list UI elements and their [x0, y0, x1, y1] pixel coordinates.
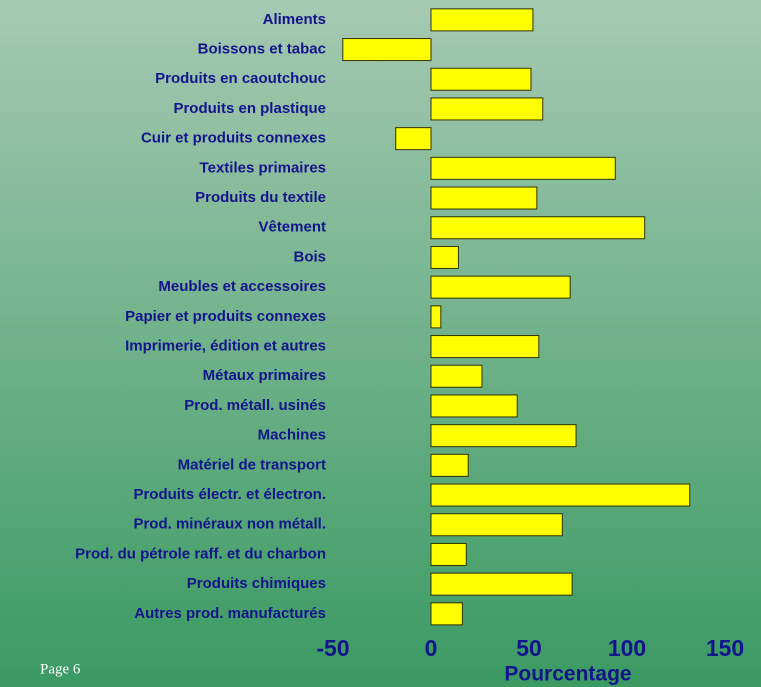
bar [430, 335, 540, 359]
y-tick-label: Produits en plastique [173, 100, 326, 117]
bar [430, 186, 538, 210]
bar [430, 275, 571, 299]
bar [430, 245, 459, 269]
y-tick-label: Matériel de transport [178, 456, 326, 473]
bar [430, 156, 616, 180]
page-footer: Page 6 [40, 661, 81, 677]
y-tick-label: Machines [258, 427, 326, 444]
bar [430, 424, 577, 448]
y-tick-label: Autres prod. manufacturés [134, 605, 326, 622]
y-tick-label: Cuir et produits connexes [141, 130, 326, 147]
y-tick-label: Produits chimiques [187, 575, 326, 592]
x-tick-label: 0 [425, 635, 438, 661]
x-tick-label: 50 [516, 635, 542, 661]
bar [430, 513, 563, 537]
bar [430, 453, 469, 477]
y-tick-label: Prod. du pétrole raff. et du charbon [75, 545, 326, 562]
y-tick-label: Produits du textile [195, 189, 326, 206]
bar [395, 127, 432, 151]
bar [430, 216, 646, 240]
bar [430, 67, 532, 91]
y-tick-label: Aliments [263, 11, 326, 28]
y-tick-label: Meubles et accessoires [158, 278, 326, 295]
x-tick-label: -50 [316, 635, 349, 661]
y-tick-label: Imprimerie, édition et autres [125, 338, 326, 355]
y-tick-label: Prod. métall. usinés [184, 397, 326, 414]
bar [430, 97, 544, 121]
y-tick-label: Boissons et tabac [198, 41, 326, 58]
bar [342, 38, 432, 62]
y-tick-label: Prod. minéraux non métall. [133, 516, 326, 533]
y-tick-label: Produits électr. et électron. [133, 486, 326, 503]
bar [430, 483, 691, 507]
y-tick-label: Produits en caoutchouc [155, 70, 326, 87]
x-axis-label: Pourcentage [504, 663, 631, 686]
x-tick-label: 100 [608, 635, 646, 661]
y-tick-label: Bois [293, 248, 326, 265]
bar [430, 305, 442, 329]
bar [430, 364, 483, 388]
y-tick-label: Métaux primaires [203, 367, 326, 384]
y-tick-label: Vêtement [258, 219, 326, 236]
bar [430, 542, 467, 566]
y-tick-label: Textiles primaires [200, 159, 326, 176]
x-tick-label: 150 [706, 635, 744, 661]
bar [430, 8, 534, 32]
bar [430, 572, 573, 596]
bar [430, 602, 463, 626]
y-tick-label: Papier et produits connexes [125, 308, 326, 325]
bar [430, 394, 518, 418]
